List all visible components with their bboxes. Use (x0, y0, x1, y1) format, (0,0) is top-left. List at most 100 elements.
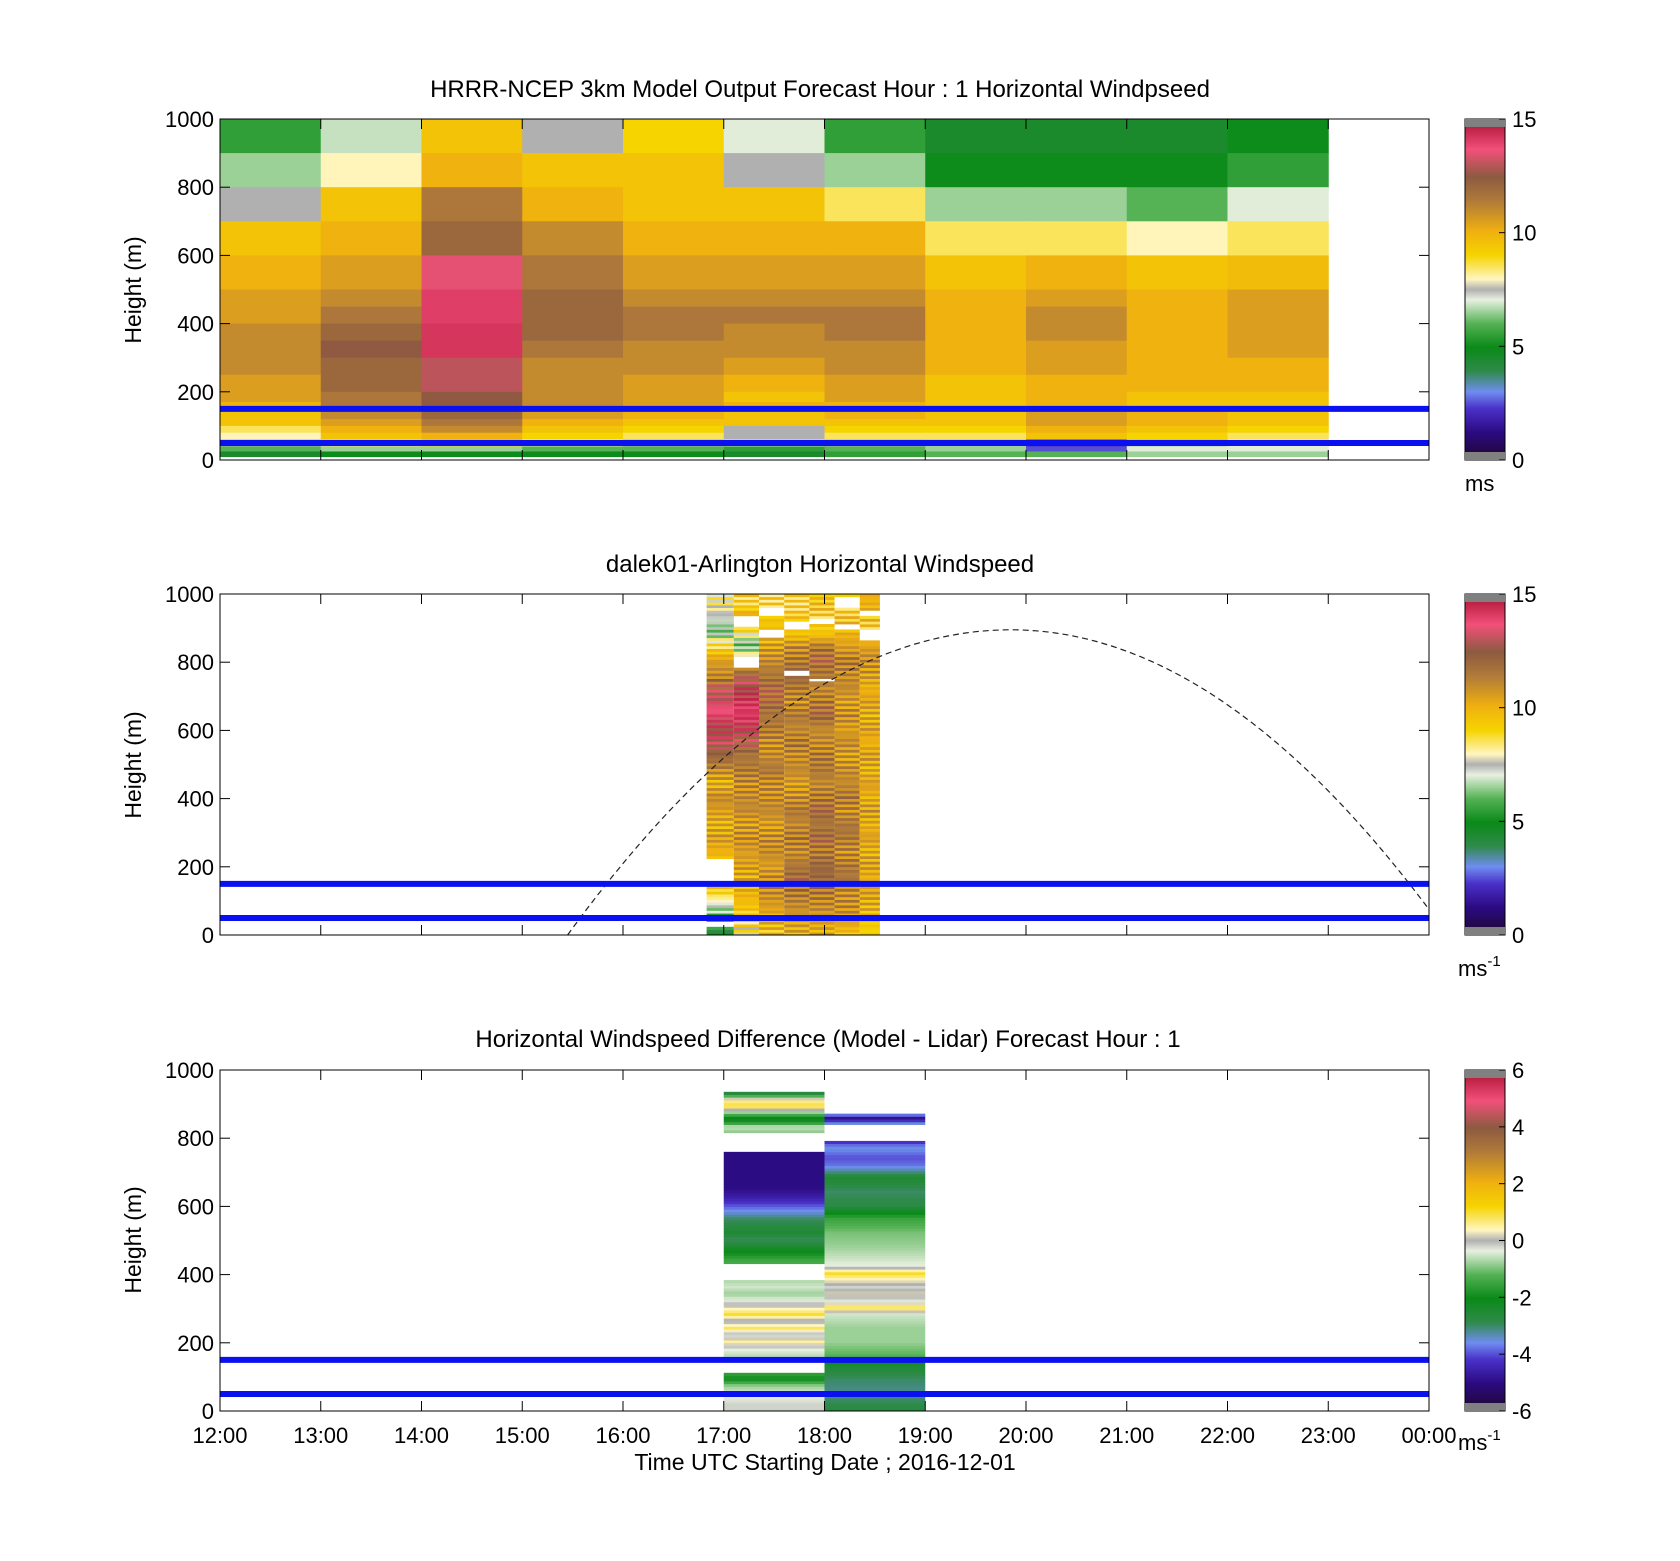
lidar-cell (784, 714, 810, 718)
lidar-cell (784, 703, 810, 707)
lidar-cell (834, 874, 860, 879)
lidar-cell (733, 847, 760, 851)
diff-cell (824, 1277, 926, 1281)
heatmap-cell (1026, 323, 1128, 342)
heatmap-cell (320, 255, 422, 290)
lidar-cell (706, 716, 734, 720)
lidar-cell (834, 776, 860, 780)
lidar-cell (859, 790, 880, 794)
diff-cell (723, 1116, 825, 1120)
lidar-cell (834, 724, 860, 729)
lidar-cell (706, 814, 734, 819)
diff-cell (723, 1121, 825, 1125)
lidar-cell (759, 664, 785, 669)
lidar-cell (809, 596, 835, 600)
lidar-cell (759, 694, 785, 699)
heatmap-cell (1026, 451, 1128, 458)
lidar-cell (859, 694, 880, 699)
reference-lines (220, 1356, 1429, 1397)
lidar-cell (809, 765, 835, 769)
diff-cell (824, 1285, 926, 1289)
lidar-cell (733, 724, 760, 729)
diff-cell (723, 1296, 825, 1300)
lidar-cell (733, 667, 760, 671)
heatmap-cell (824, 153, 926, 188)
lidar-cell (784, 684, 810, 688)
lidar-cell (859, 894, 880, 898)
lidar-cell (706, 779, 734, 783)
lidar-cell (733, 844, 760, 849)
lidar-cell (759, 801, 785, 805)
heatmap-cell (925, 306, 1027, 325)
lidar-cell (859, 716, 880, 720)
lidar-cell (706, 711, 734, 715)
lidar-cell (784, 681, 810, 685)
lidar-cell (859, 749, 880, 753)
heatmap-cell (220, 221, 322, 256)
lidar-cell (809, 645, 835, 649)
lidar-cell (859, 678, 880, 682)
lidar-cell (706, 629, 734, 633)
diff-cell (723, 1301, 825, 1306)
lidar-cell (733, 774, 760, 778)
lidar-cell (759, 654, 785, 658)
lidar-cell (784, 664, 810, 669)
diff-cell (824, 1258, 926, 1262)
lidar-cell (759, 885, 785, 890)
diff-cell (723, 1160, 825, 1164)
lidar-cell (834, 866, 860, 870)
diff-cell (824, 1157, 926, 1161)
lidar-cell (759, 667, 785, 671)
lidar-cell (784, 804, 810, 808)
lidar-cell (733, 651, 760, 655)
lidar-cell (706, 746, 734, 750)
lidar-cell (706, 820, 734, 824)
lidar-cell (834, 804, 860, 808)
lidar-cell (759, 744, 785, 748)
lidar-cell (859, 746, 880, 750)
panel-difference: Horizontal Windspeed Difference (Model -… (120, 1026, 1532, 1475)
lidar-cell (809, 689, 835, 693)
heatmap-cell (522, 402, 624, 410)
lidar-cell (809, 866, 835, 870)
heatmap-cell (421, 446, 523, 452)
heatmap-cell (220, 446, 322, 452)
lidar-cell (784, 855, 810, 860)
lidar-cell (759, 798, 785, 802)
lidar-cell (733, 795, 760, 799)
diff-cell (723, 1331, 825, 1336)
lidar-cell (759, 689, 785, 693)
lidar-cell (759, 774, 785, 778)
lidar-cell (706, 724, 734, 729)
lidar-cell (759, 708, 785, 712)
lidar-cell (706, 705, 734, 709)
diff-cell (723, 1187, 825, 1191)
colorbar-under (1465, 452, 1505, 460)
heatmap-cell (623, 425, 725, 434)
heatmap-cell (1227, 289, 1329, 308)
heatmap-cell (421, 289, 523, 308)
lidar-cell (809, 599, 835, 603)
heatmap-cell (723, 451, 825, 458)
lidar-cell (759, 700, 785, 704)
diff-cell (723, 1124, 825, 1128)
heatmap-cell (723, 323, 825, 342)
lidar-cell (759, 662, 785, 666)
diff-cell (723, 1334, 825, 1338)
lidar-cell (706, 929, 734, 933)
lidar-cell (759, 913, 785, 917)
lidar-cell (859, 594, 880, 598)
lidar-cell (784, 932, 810, 936)
lidar-cell (706, 684, 734, 688)
lidar-cell (706, 640, 734, 644)
diff-cell (824, 1299, 926, 1303)
lidar-cell (834, 823, 860, 827)
diff-cell (824, 1116, 926, 1120)
y-tick-label: 600 (177, 243, 214, 268)
x-tick-label: 00:00 (1401, 1423, 1456, 1448)
diff-cell (723, 1230, 825, 1235)
diff-cell (723, 1288, 825, 1292)
diff-cell (824, 1307, 926, 1311)
heatmap-cell (1126, 391, 1228, 403)
diff-cell (824, 1312, 926, 1316)
